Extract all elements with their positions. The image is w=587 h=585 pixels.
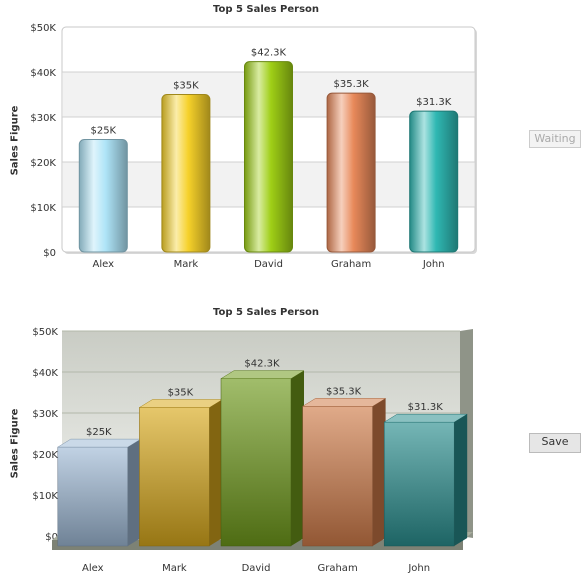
chart2-data-label: $35.3K <box>326 386 362 397</box>
chart1-ytick-label: $0 <box>43 248 56 259</box>
chart1-xtick-label: Mark <box>174 259 199 270</box>
chart1-xtick-label: David <box>254 259 283 270</box>
chart2-xtick-label: David <box>242 563 271 574</box>
chart2-data-label: $25K <box>86 427 112 438</box>
chart2: $0$10K$20K$30K$40K$50K$25KAlex$35KMark$4… <box>32 327 473 574</box>
chart2-bar[interactable] <box>139 400 222 546</box>
chart1-bar[interactable] <box>245 62 293 252</box>
chart2-xtick-label: Mark <box>162 563 187 574</box>
chart1-bar[interactable] <box>162 95 210 253</box>
chart1-data-label: $31.3K <box>416 97 452 108</box>
save-button[interactable]: Save <box>529 433 581 453</box>
chart1-data-label: $25K <box>90 126 116 137</box>
chart1-data-label: $35.3K <box>334 79 370 90</box>
chart2-data-label: $42.3K <box>244 359 280 370</box>
chart2-bar[interactable] <box>303 398 386 546</box>
chart2-bar[interactable] <box>58 439 141 546</box>
chart1-ytick-label: $10K <box>30 203 56 214</box>
chart1-xtick-label: John <box>422 259 445 270</box>
chart1-xtick-label: Graham <box>331 259 371 270</box>
chart1-ytick-label: $20K <box>30 158 56 169</box>
chart1-xtick-label: Alex <box>93 259 115 270</box>
chart1-data-label: $35K <box>173 81 199 92</box>
chart1-bar[interactable] <box>79 140 127 253</box>
chart1-ytick-label: $30K <box>30 113 56 124</box>
chart2-data-label: $31.3K <box>408 402 444 413</box>
chart1-data-label: $42.3K <box>251 48 287 59</box>
chart1-ytick-label: $50K <box>30 23 56 34</box>
chart2-bar[interactable] <box>384 414 467 546</box>
chart2-xtick-label: Graham <box>317 563 357 574</box>
chart1: $0 $10K $20K $30K $40K $50K $25K Alex $35K Mark $4… <box>30 23 477 270</box>
chart2-ytick-label: $30K <box>32 409 58 420</box>
chart2-ytick-label: $40K <box>32 368 58 379</box>
chart2-ytick-label: $10K <box>32 491 58 502</box>
chart1-ytick-label: $40K <box>30 68 56 79</box>
chart2-ytick-label: $50K <box>32 327 58 338</box>
chart2-bar[interactable] <box>221 371 304 546</box>
chart2-data-label: $35K <box>168 388 194 399</box>
chart2-ytick-label: $20K <box>32 450 58 461</box>
chart1-bar[interactable] <box>410 111 458 252</box>
chart2-xtick-label: Alex <box>82 563 104 574</box>
waiting-button: Waiting <box>529 130 581 148</box>
chart1-bar[interactable] <box>327 93 375 252</box>
chart2-xtick-label: John <box>407 563 430 574</box>
